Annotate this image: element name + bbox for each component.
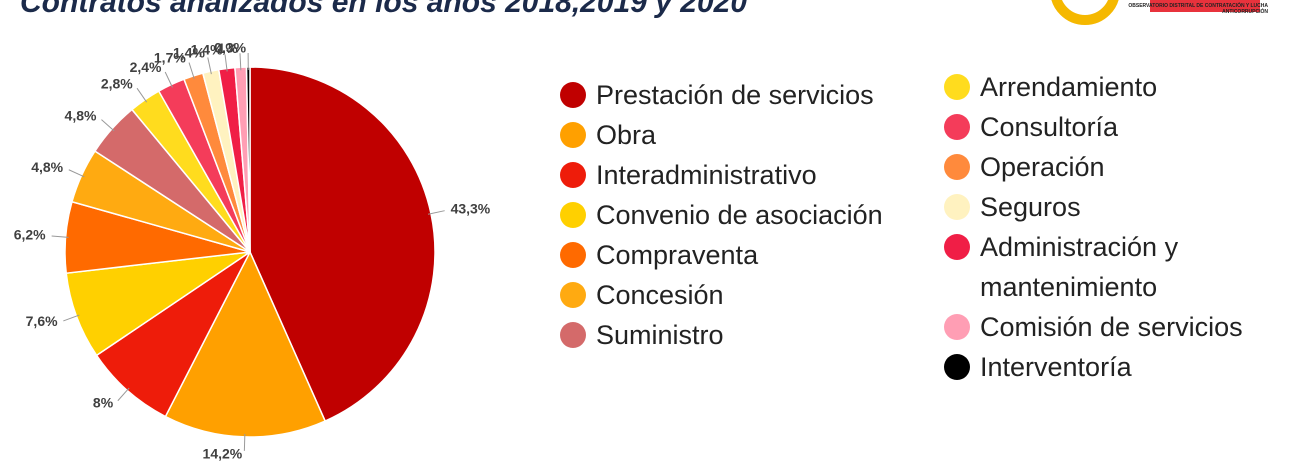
logo-bar — [1150, 0, 1260, 12]
legend-item: Seguros — [944, 187, 1264, 227]
legend-marker — [944, 74, 970, 100]
legend-marker — [944, 194, 970, 220]
legend-label: Consultoría — [980, 112, 1119, 142]
legend-marker — [944, 154, 970, 180]
leader-line — [224, 54, 228, 72]
legend-label: Interventoría — [980, 352, 1132, 382]
data-label: 1% — [218, 40, 239, 56]
leader-line — [207, 57, 212, 75]
leader-line — [164, 71, 173, 88]
legend-item: Interadministrativo — [560, 155, 940, 195]
leader-line — [136, 87, 148, 103]
legend-marker — [944, 314, 970, 340]
legend-marker — [560, 202, 586, 228]
legend-marker — [560, 82, 586, 108]
legend-label: Obra — [596, 120, 657, 150]
legend-label: Interadministrativo — [596, 160, 817, 190]
legend-label: Convenio de asociación — [596, 200, 883, 230]
data-label: 7,6% — [26, 313, 58, 329]
data-label: 43,3% — [451, 201, 491, 217]
legend-item: Administración y mantenimiento — [944, 227, 1264, 307]
legend-label: Operación — [980, 152, 1105, 182]
data-label: 2,4% — [130, 59, 162, 75]
pie-chart: 43,3%14,2%8%7,6%6,2%4,8%4,8%2,8%2,4%1,7%… — [14, 40, 491, 461]
legend-item: Consultoría — [944, 107, 1264, 147]
legend-item: Comisión de servicios — [944, 307, 1264, 347]
logo-text: OBSERVATORIO DISTRITAL DE CONTRATACIÓN Y… — [1128, 3, 1268, 15]
legend-item: Concesión — [560, 275, 940, 315]
data-label: 6,2% — [14, 226, 46, 242]
legend-label: Administración y mantenimiento — [980, 232, 1179, 302]
legend-item: Arrendamiento — [944, 67, 1264, 107]
chart-title: Contratos analizados en los años 2018,20… — [20, 0, 748, 19]
legend-label: Seguros — [980, 192, 1081, 222]
legend-item: Interventoría — [944, 347, 1264, 387]
logo-shape — [1051, 0, 1260, 25]
legend-marker — [944, 354, 970, 380]
legend-marker — [944, 114, 970, 140]
data-label: 1,4% — [173, 44, 205, 60]
legend: Arrendamiento Consultoría Operación Seguros… — [944, 67, 1264, 387]
logo-ring — [1051, 0, 1119, 25]
data-label: 1,7% — [154, 49, 186, 65]
legend-label: Prestación de servicios — [596, 80, 874, 110]
leader-line — [188, 62, 195, 79]
leader-line — [68, 169, 85, 178]
data-label: 0,3% — [214, 40, 246, 56]
leader-line — [239, 53, 242, 71]
legend-item: Compraventa — [560, 235, 940, 275]
legend-item: Operación — [944, 147, 1264, 187]
legend-marker — [560, 242, 586, 268]
legend-label: Arrendamiento — [980, 72, 1158, 102]
data-label: 1,4% — [191, 41, 223, 57]
leader-line — [63, 314, 80, 322]
data-label: 4,8% — [65, 108, 97, 124]
data-label: 2,8% — [101, 76, 133, 92]
legend-item: Obra — [560, 115, 940, 155]
data-label: 14,2% — [203, 446, 243, 461]
legend-label: Concesión — [596, 280, 724, 310]
legend-label: Comisión de servicios — [980, 312, 1243, 342]
legend-label: Compraventa — [596, 240, 759, 270]
leader-line — [101, 119, 115, 132]
legend-marker — [560, 322, 586, 348]
legend-marker — [560, 162, 586, 188]
legend-marker — [560, 282, 586, 308]
leader-line — [427, 210, 445, 215]
legend-marker — [944, 234, 970, 260]
legend: Prestación de servicios Obra Interadminist… — [560, 75, 940, 355]
leader-line — [117, 387, 130, 402]
legend-item: Convenio de asociación — [560, 195, 940, 235]
logo: OBSERVATORIO DISTRITAL DE CONTRATACIÓN Y… — [1040, 0, 1280, 40]
legend-item: Prestación de servicios — [560, 75, 940, 115]
legend-item: Suministro — [560, 315, 940, 355]
legend-label: Suministro — [596, 320, 724, 350]
leader-line — [51, 235, 69, 238]
legend-marker — [560, 122, 586, 148]
data-label: 4,8% — [31, 159, 63, 175]
data-label: 8% — [93, 394, 114, 410]
